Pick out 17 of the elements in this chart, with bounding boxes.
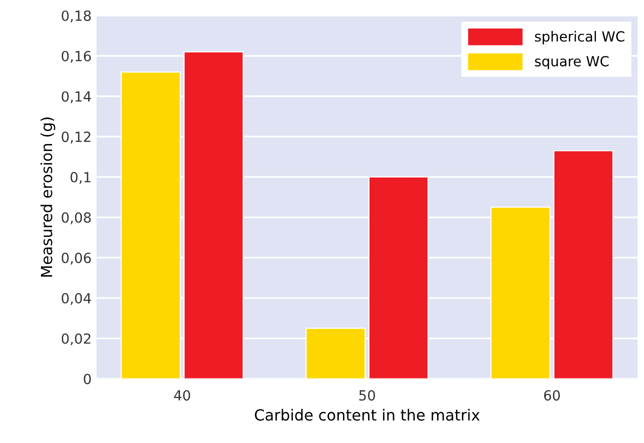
y-tick-label: 0,16 bbox=[62, 50, 91, 63]
legend-label: spherical WC bbox=[534, 30, 624, 44]
y-tick-label: 0,06 bbox=[62, 252, 91, 265]
x-tick-label: 60 bbox=[544, 390, 560, 401]
y-tick-label: 0,08 bbox=[62, 212, 91, 224]
x-axis-title: Carbide content in the matrix bbox=[254, 408, 480, 421]
y-tick-label: 0,18 bbox=[62, 10, 91, 22]
y-tick-label: 0,02 bbox=[62, 333, 90, 346]
y-tick-label: 0,04 bbox=[62, 293, 91, 305]
y-tick-label: 0,12 bbox=[62, 132, 90, 144]
x-tick-label: 50 bbox=[359, 390, 375, 401]
y-axis-title: Measured erosion (g) bbox=[40, 118, 56, 277]
y-tick-label: 0,14 bbox=[62, 91, 91, 104]
y-tick-label: 0,1 bbox=[70, 172, 90, 184]
x-tick-label: 40 bbox=[174, 390, 190, 401]
y-tick-label: 0 bbox=[84, 374, 91, 384]
legend-label: square WC bbox=[534, 56, 609, 70]
